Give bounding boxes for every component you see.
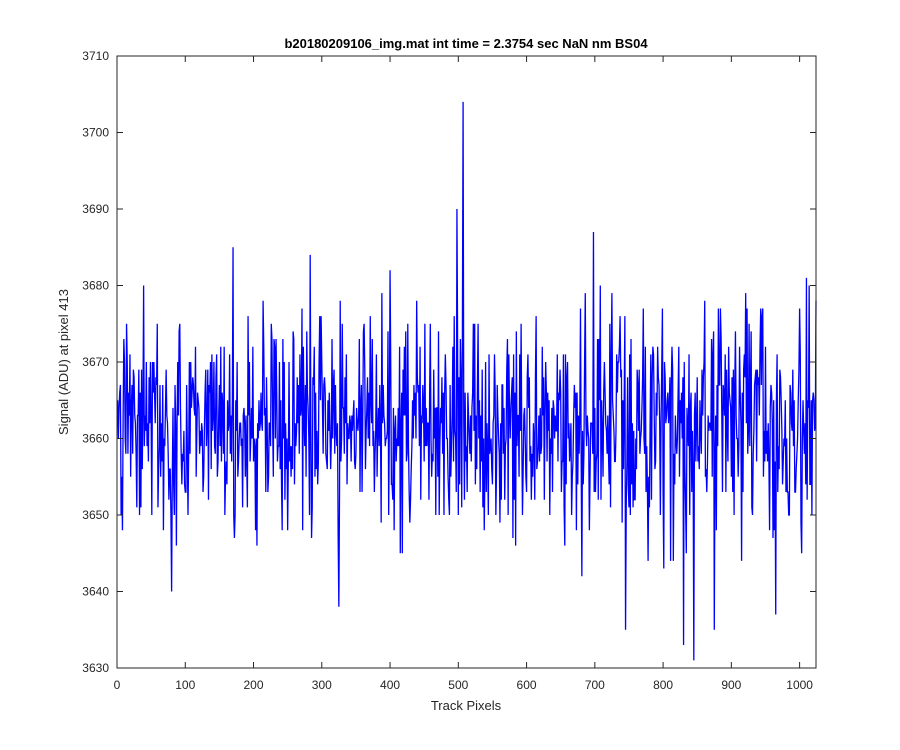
x-tick-label: 900	[721, 678, 741, 692]
chart-title: b20180209106_img.mat int time = 2.3754 s…	[284, 36, 648, 51]
x-ticks: 0 100 200 300 400 500 600 700 800 900 1000	[114, 56, 813, 692]
y-tick-label: 3650	[82, 508, 109, 522]
y-tick-label: 3710	[82, 49, 109, 63]
x-tick-label: 600	[517, 678, 537, 692]
y-tick-label: 3670	[82, 355, 109, 369]
x-tick-label: 700	[585, 678, 605, 692]
x-tick-label: 800	[653, 678, 673, 692]
x-tick-label: 100	[175, 678, 195, 692]
x-tick-label: 400	[380, 678, 400, 692]
x-tick-label: 500	[448, 678, 468, 692]
y-tick-label: 3690	[82, 202, 109, 216]
y-tick-label: 3700	[82, 126, 109, 140]
signal-line	[117, 101, 817, 661]
x-tick-label: 1000	[786, 678, 813, 692]
y-tick-label: 3680	[82, 279, 109, 293]
y-tick-label: 3630	[82, 661, 109, 675]
y-ticks: 3630 3640 3650 3660 3670 3680 3690 3700 3710	[82, 49, 816, 675]
x-tick-label: 0	[114, 678, 121, 692]
y-tick-label: 3660	[82, 432, 109, 446]
y-tick-label: 3640	[82, 585, 109, 599]
x-axis-label: Track Pixels	[431, 698, 502, 713]
x-tick-label: 200	[244, 678, 264, 692]
x-tick-label: 300	[312, 678, 332, 692]
y-axis-label: Signal (ADU) at pixel 413	[56, 289, 71, 435]
series-group	[117, 101, 817, 661]
